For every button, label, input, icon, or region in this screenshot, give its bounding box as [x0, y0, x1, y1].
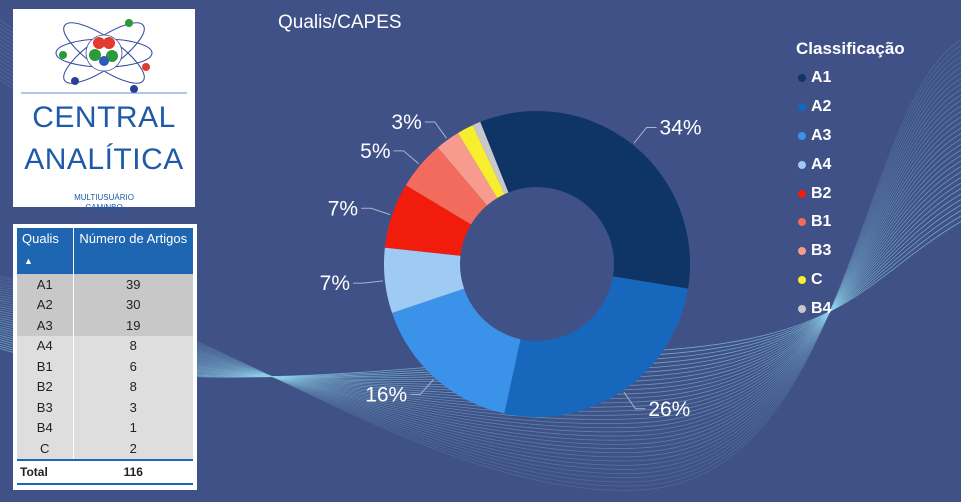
table-cell-qualis: A3 — [17, 315, 73, 336]
donut-slice-b4[interactable] — [472, 121, 509, 195]
column-header-qualis[interactable]: Qualis ▲ — [17, 228, 73, 274]
legend-swatch — [798, 218, 806, 227]
logo-subtitle-line2: CAM/NBQ — [85, 203, 123, 212]
data-label-a4: 7% — [320, 272, 350, 295]
legend-swatch — [798, 275, 806, 284]
donut-slice-a2[interactable] — [504, 276, 689, 418]
donut-slice-b1[interactable] — [405, 147, 488, 225]
total-value: 116 — [72, 458, 193, 485]
data-label-b1: 5% — [360, 140, 390, 163]
table-cell-qualis: A4 — [17, 335, 73, 356]
qualis-table: Qualis ▲ Número de Artigos A1 39 A2 30 A3 1… — [17, 228, 193, 485]
legend-label: A3 — [811, 126, 832, 144]
data-label-leader-line — [410, 379, 434, 395]
donut-slice-c[interactable] — [458, 125, 505, 199]
data-label-a1: 34% — [660, 117, 702, 140]
legend-item-a1[interactable]: A1 — [796, 64, 905, 93]
table-row[interactable]: A1 39 — [17, 274, 193, 295]
logo-title-line2: ANALÍTICA — [24, 143, 184, 176]
data-label-a3: 16% — [365, 383, 407, 406]
table-row[interactable]: B1 6 — [17, 356, 193, 377]
total-label: Total — [17, 458, 73, 485]
column-header-qualis-label: Qualis — [22, 231, 59, 246]
legend-item-b4[interactable]: B4 — [796, 294, 905, 323]
central-analitica-logo: CENTRAL ANALÍTICA MULTIUSUÁRIO CAM/NBQ — [13, 9, 195, 212]
data-label-leader-line — [353, 280, 383, 284]
chart-title: Qualis/CAPES — [278, 12, 402, 33]
table-cell-qualis: C — [17, 438, 73, 460]
table-cell-count: 3 — [72, 397, 193, 418]
table-cell-count: 6 — [72, 356, 193, 377]
legend-item-a2[interactable]: A2 — [796, 93, 905, 122]
table-row[interactable]: B3 3 — [17, 397, 193, 418]
table-cell-qualis: B2 — [17, 376, 73, 397]
table-row[interactable]: A2 30 — [17, 294, 193, 315]
data-label-leader-line — [361, 207, 391, 216]
legend-item-a3[interactable]: A3 — [796, 122, 905, 151]
sort-ascending-icon[interactable]: ▲ — [24, 256, 33, 266]
data-label-b3: 3% — [391, 111, 421, 134]
logo-title-line1: CENTRAL — [32, 101, 176, 134]
legend-swatch — [798, 247, 806, 256]
legend-label: A1 — [811, 69, 832, 87]
logo-subtitle-line1: MULTIUSUÁRIO — [74, 193, 134, 202]
legend-label: B3 — [811, 242, 832, 260]
table-cell-count: 30 — [72, 294, 193, 315]
table-cell-qualis: A2 — [17, 294, 73, 315]
legend-label: B4 — [811, 299, 832, 317]
legend-swatch — [798, 304, 806, 313]
data-label-leader-line — [424, 121, 447, 139]
legend-label: A2 — [811, 98, 832, 116]
table-cell-qualis: B1 — [17, 356, 73, 377]
legend-item-a4[interactable]: A4 — [796, 150, 905, 179]
legend-label: C — [811, 270, 823, 288]
table-cell-count: 1 — [72, 417, 193, 438]
legend-swatch — [798, 189, 806, 198]
donut-slice-b2[interactable] — [384, 185, 471, 256]
data-label-leader-line — [623, 391, 646, 410]
table-row[interactable]: B4 1 — [17, 417, 193, 438]
table-cell-count: 8 — [72, 376, 193, 397]
data-label-leader-line — [393, 150, 420, 165]
table-cell-count: 39 — [72, 274, 193, 295]
table-total-row: Total 116 — [17, 458, 193, 485]
data-label-a2: 26% — [648, 398, 690, 421]
data-label-b2: 7% — [328, 197, 358, 220]
atom-icon — [21, 19, 187, 94]
chart-legend: Classificação A1 A2 A3 A4 B2 B1 B3 C B4 — [796, 38, 905, 323]
table-cell-count: 2 — [72, 438, 193, 460]
legend-swatch — [798, 131, 806, 140]
donut-slice-a3[interactable] — [392, 288, 521, 414]
table-cell-count: 8 — [72, 335, 193, 356]
legend-label: B2 — [811, 184, 832, 202]
legend-swatch — [798, 160, 806, 169]
column-header-artigos[interactable]: Número de Artigos — [72, 228, 193, 274]
table-cell-count: 19 — [72, 315, 193, 336]
legend-item-c[interactable]: C — [796, 266, 905, 295]
data-label-leader-line — [633, 127, 657, 144]
legend-label: A4 — [811, 155, 832, 173]
qualis-table-panel: Qualis ▲ Número de Artigos A1 39 A2 30 A3 1… — [13, 224, 197, 490]
table-row[interactable]: A3 19 — [17, 315, 193, 336]
table-row[interactable]: B2 8 — [17, 376, 193, 397]
legend-label: B1 — [811, 213, 832, 231]
table-cell-qualis: B4 — [17, 417, 73, 438]
donut-slice-b3[interactable] — [437, 132, 498, 206]
legend-item-b2[interactable]: B2 — [796, 179, 905, 208]
legend-item-b1[interactable]: B1 — [796, 208, 905, 237]
table-cell-qualis: B3 — [17, 397, 73, 418]
table-cell-qualis: A1 — [17, 274, 73, 295]
donut-slice-a4[interactable] — [384, 247, 465, 313]
legend-swatch — [798, 74, 806, 83]
legend-title: Classificação — [796, 39, 905, 58]
legend-item-b3[interactable]: B3 — [796, 237, 905, 266]
table-row[interactable]: A4 8 — [17, 335, 193, 356]
legend-swatch — [798, 103, 806, 112]
donut-slice-a1[interactable] — [480, 111, 690, 289]
